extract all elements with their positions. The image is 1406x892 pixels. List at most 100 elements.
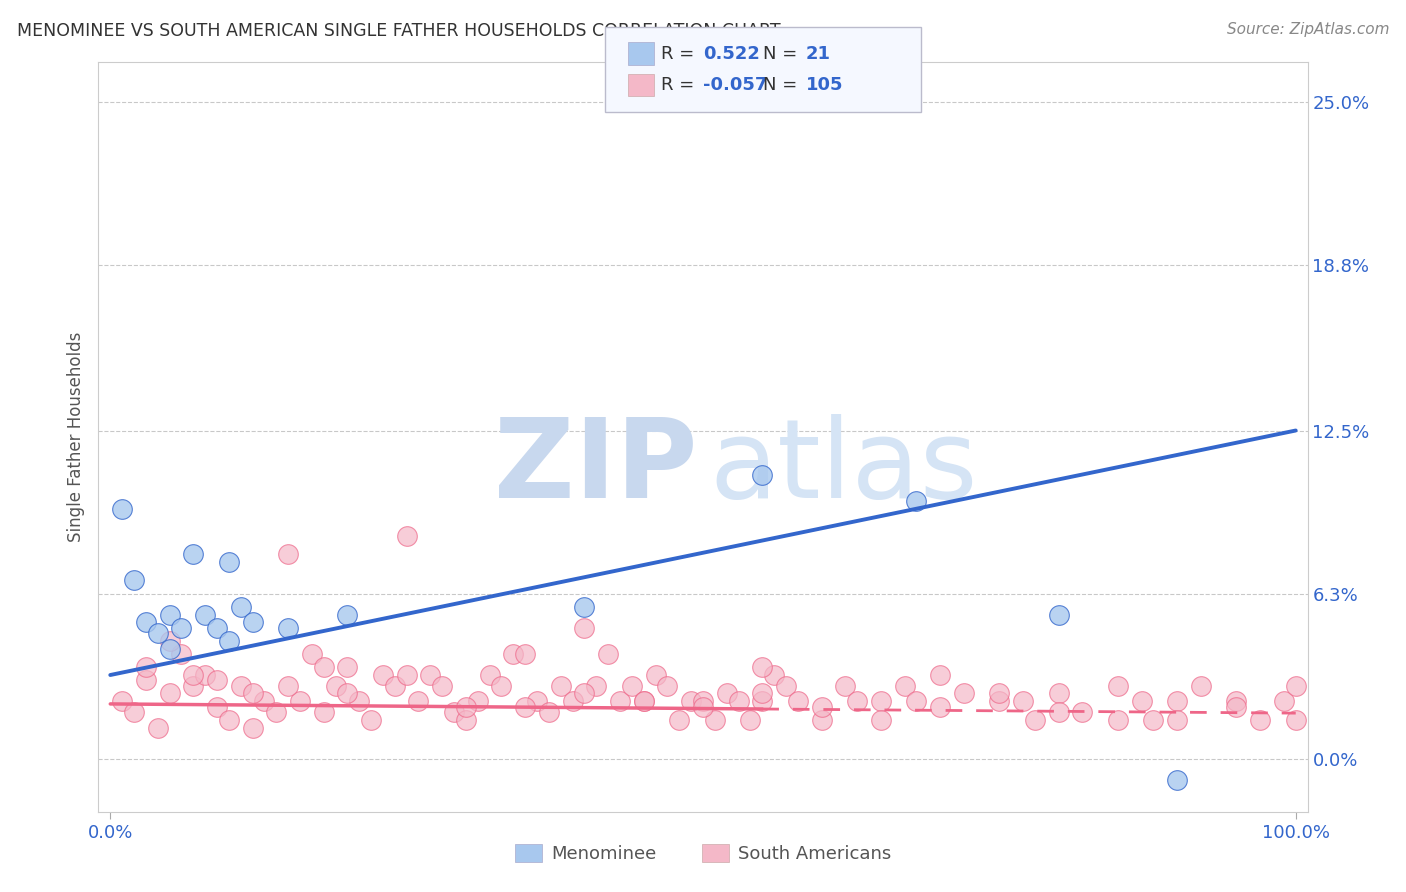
Point [264, 705, 287, 719]
Point [408, 694, 430, 708]
Point [242, 615, 264, 630]
Point [1012, 694, 1035, 708]
Point [122, 574, 145, 588]
Point [893, 679, 915, 693]
Point [1225, 699, 1247, 714]
Point [869, 713, 891, 727]
Point [194, 607, 217, 622]
Point [1249, 713, 1271, 727]
Point [1107, 713, 1129, 727]
Point [692, 699, 714, 714]
Point [360, 713, 382, 727]
Point [869, 694, 891, 708]
Point [751, 694, 773, 708]
Point [775, 679, 797, 693]
Point [395, 529, 418, 543]
Point [952, 686, 974, 700]
Point [229, 599, 252, 614]
Point [111, 502, 134, 516]
Point [135, 673, 157, 688]
Text: 105: 105 [806, 76, 844, 94]
Point [537, 705, 560, 719]
Point [170, 647, 193, 661]
Point [550, 679, 572, 693]
Point [205, 673, 228, 688]
Point [1166, 773, 1188, 788]
Point [561, 694, 583, 708]
Point [218, 713, 240, 727]
Text: 21: 21 [806, 45, 831, 62]
Point [467, 694, 489, 708]
Point [846, 694, 869, 708]
Point [218, 633, 240, 648]
Point [1107, 679, 1129, 693]
Point [681, 694, 703, 708]
Point [929, 668, 952, 682]
Point [347, 694, 370, 708]
Point [1142, 713, 1164, 727]
Point [905, 694, 928, 708]
Y-axis label: Single Father Households: Single Father Households [67, 332, 86, 542]
Point [135, 615, 157, 630]
Point [301, 647, 323, 661]
Point [810, 713, 832, 727]
Point [598, 647, 620, 661]
Text: atlas: atlas [709, 414, 977, 521]
Point [668, 713, 690, 727]
Point [751, 468, 773, 483]
Point [170, 621, 193, 635]
Point [988, 686, 1011, 700]
Point [478, 668, 501, 682]
Point [574, 599, 596, 614]
Point [229, 679, 252, 693]
Point [574, 621, 596, 635]
Point [384, 679, 406, 693]
Point [609, 694, 631, 708]
Point [277, 621, 299, 635]
Text: R =: R = [661, 45, 700, 62]
Point [443, 705, 465, 719]
Point [432, 679, 454, 693]
Point [277, 547, 299, 561]
Point [312, 660, 335, 674]
Text: MENOMINEE VS SOUTH AMERICAN SINGLE FATHER HOUSEHOLDS CORRELATION CHART: MENOMINEE VS SOUTH AMERICAN SINGLE FATHE… [17, 22, 780, 40]
Point [242, 721, 264, 735]
Point [395, 668, 418, 682]
Point [159, 641, 181, 656]
Point [692, 694, 714, 708]
Point [1130, 694, 1153, 708]
Point [574, 686, 596, 700]
Point [526, 694, 548, 708]
Point [159, 633, 181, 648]
Point [454, 699, 477, 714]
Text: ZIP: ZIP [494, 414, 697, 521]
Point [810, 699, 832, 714]
Point [1047, 686, 1070, 700]
Point [253, 694, 276, 708]
Point [727, 694, 749, 708]
Point [786, 694, 808, 708]
Point [159, 686, 181, 700]
Point [325, 679, 347, 693]
Point [194, 668, 217, 682]
Point [181, 547, 204, 561]
Point [1071, 705, 1094, 719]
Point [1285, 713, 1308, 727]
Point [716, 686, 738, 700]
Point [491, 679, 513, 693]
Point [1166, 713, 1188, 727]
Point [371, 668, 394, 682]
Point [1047, 607, 1070, 622]
Point [1189, 679, 1212, 693]
Point [1285, 679, 1308, 693]
Point [205, 621, 228, 635]
Point [277, 679, 299, 693]
Point [454, 713, 477, 727]
Point [1024, 713, 1046, 727]
Point [515, 699, 537, 714]
Point [218, 555, 240, 569]
Point [515, 647, 537, 661]
Point [336, 607, 359, 622]
Point [751, 660, 773, 674]
Point [242, 686, 264, 700]
